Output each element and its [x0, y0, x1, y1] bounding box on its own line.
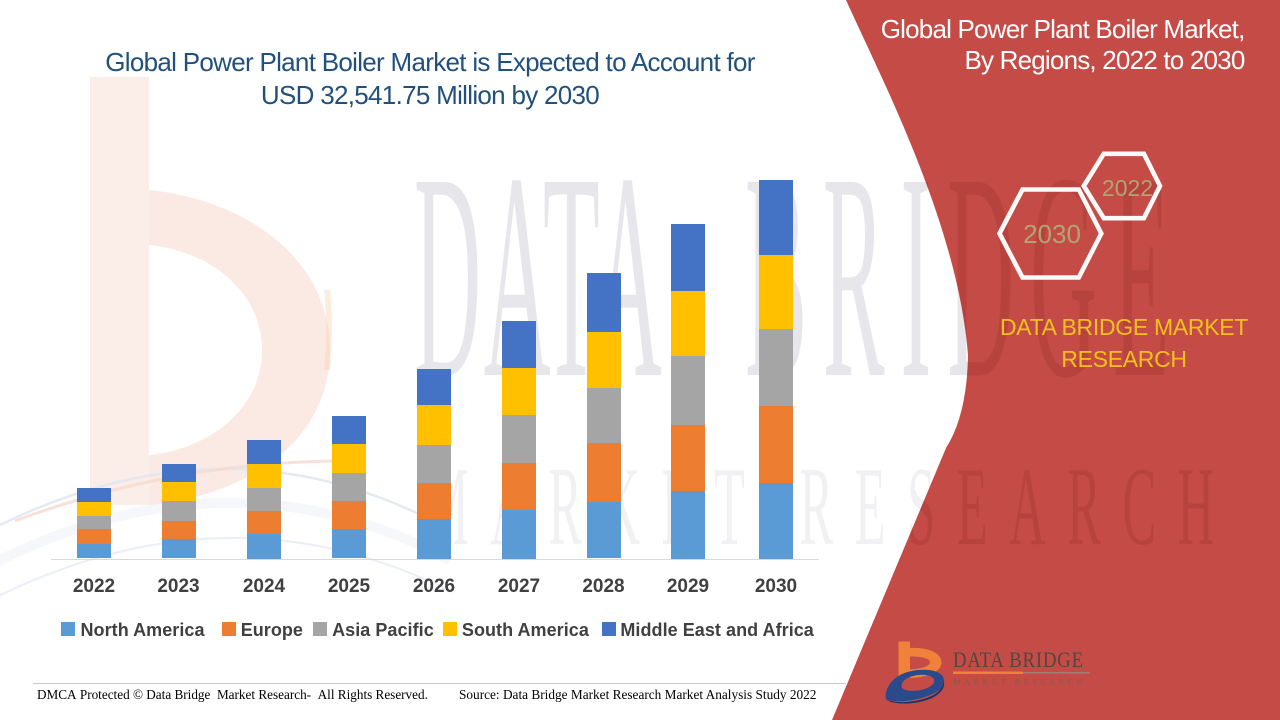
- svg-text:DATA BRIDGE: DATA BRIDGE: [953, 649, 1084, 673]
- svg-text:MARKET RESEARCH: MARKET RESEARCH: [953, 677, 1086, 687]
- svg-text:DATA: DATA: [414, 113, 664, 439]
